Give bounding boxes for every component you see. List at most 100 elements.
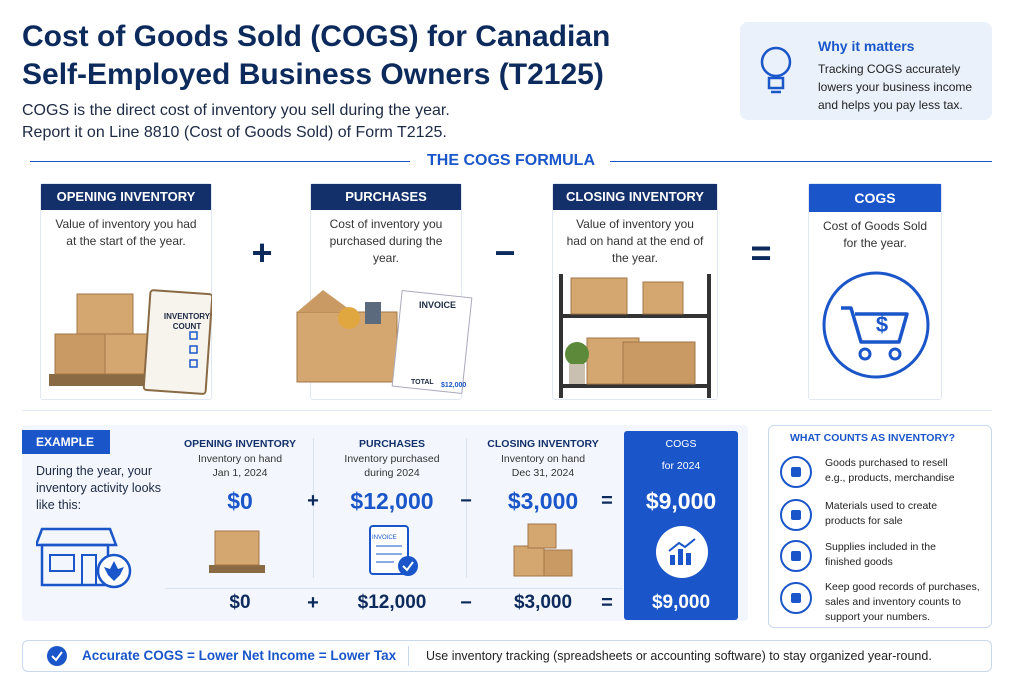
cart-icon: $ bbox=[822, 271, 930, 379]
item-text: e.g., products, merchandise bbox=[825, 472, 955, 484]
svg-text:$: $ bbox=[876, 312, 888, 337]
purchases-illustration bbox=[296, 290, 473, 394]
item-text: sales and inventory counts to bbox=[825, 596, 961, 608]
card-title: CLOSING INVENTORY bbox=[553, 184, 717, 210]
formula-card: CLOSING INVENTORY Value of inventory you… bbox=[552, 183, 718, 400]
why-box: Why it matters Tracking COGS accurately … bbox=[740, 22, 992, 120]
column-title: COGS bbox=[665, 438, 697, 450]
column-sub: Dec 31, 2024 bbox=[511, 467, 575, 479]
why-text: Tracking COGS accurately lowers your bus… bbox=[818, 62, 973, 112]
why-title: Why it matters bbox=[818, 38, 915, 54]
item-text: finished goods bbox=[825, 556, 893, 568]
inventory-title: WHAT COUNTS AS INVENTORY? bbox=[790, 432, 956, 444]
item-icon bbox=[780, 540, 812, 572]
item-text: Supplies included in the bbox=[825, 541, 936, 553]
example-intro: During the year, your inventory activity… bbox=[36, 464, 162, 512]
shelf-illustration bbox=[559, 274, 711, 398]
formula-card: OPENING INVENTORY Value of inventory you… bbox=[40, 183, 212, 400]
title-line: Cost of Goods Sold (COGS) for Canadian bbox=[22, 20, 611, 53]
separator bbox=[22, 410, 992, 411]
item-text: Materials used to create bbox=[825, 500, 938, 512]
invoice-icon bbox=[369, 525, 418, 576]
column-sub: during 2024 bbox=[364, 467, 420, 479]
cogs-card: COGS Cost of Goods Sold for the year. $ bbox=[808, 183, 942, 400]
invoice-label: INVOICE bbox=[372, 535, 397, 541]
column-amount: $9,000 bbox=[645, 488, 717, 514]
column-sub: for 2024 bbox=[661, 460, 701, 472]
card-text: Cost of inventory you purchased during t… bbox=[329, 217, 443, 265]
item-icon bbox=[780, 582, 812, 614]
total-label: TOTAL bbox=[411, 379, 434, 386]
rule bbox=[610, 161, 992, 162]
item-icon-dot bbox=[791, 551, 801, 561]
item-icon-dot bbox=[791, 510, 801, 520]
operator: = bbox=[601, 490, 613, 512]
column-title: PURCHASES bbox=[359, 438, 425, 450]
growth-icon bbox=[656, 526, 708, 578]
divider bbox=[165, 588, 623, 589]
item-text: Goods purchased to resell bbox=[825, 457, 948, 469]
divider bbox=[466, 438, 467, 578]
item-icon bbox=[780, 456, 812, 488]
operator: − bbox=[494, 232, 516, 273]
column-amount: $3,000 bbox=[507, 488, 579, 514]
operator: + bbox=[307, 592, 319, 614]
total-amount: $12,000 bbox=[357, 592, 427, 613]
operator: − bbox=[460, 592, 472, 614]
operator: + bbox=[251, 232, 273, 273]
example-label: EXAMPLE bbox=[22, 430, 110, 454]
check-icon bbox=[47, 646, 67, 666]
item-icon-dot bbox=[791, 593, 801, 603]
inventory-box bbox=[768, 425, 992, 628]
bulb-icon bbox=[760, 46, 792, 94]
operator: − bbox=[460, 490, 472, 512]
item-icon bbox=[780, 499, 812, 531]
footer-left: Accurate COGS = Lower Net Income = Lower… bbox=[82, 648, 397, 663]
operator: = bbox=[601, 592, 613, 614]
footer-right: Use inventory tracking (spreadsheets or … bbox=[426, 649, 932, 663]
item-text: support your numbers. bbox=[825, 611, 931, 623]
rule bbox=[30, 161, 410, 162]
cogs-result-box bbox=[624, 431, 738, 620]
box-icon bbox=[209, 530, 265, 573]
subtitle: COGS is the direct cost of inventory you… bbox=[22, 100, 450, 144]
title: Cost of Goods Sold (COGS) for Canadian S… bbox=[22, 18, 610, 94]
subtitle-line: Report it on Line 8810 (Cost of Goods So… bbox=[22, 124, 447, 141]
card-title: COGS bbox=[809, 184, 941, 212]
total-amount: $12,000 bbox=[441, 382, 467, 389]
card-title: OPENING INVENTORY bbox=[41, 184, 211, 210]
column-sub: Inventory on hand bbox=[500, 453, 586, 465]
card-text: Value of inventory you had at the start … bbox=[55, 217, 197, 248]
boxes-icon bbox=[513, 523, 573, 577]
formula-card: PURCHASES Cost of inventory you purchase… bbox=[296, 183, 473, 400]
card-text: Value of inventory you had on hand at th… bbox=[566, 217, 704, 265]
total-amount: $0 bbox=[229, 592, 251, 613]
item-icon-dot bbox=[791, 467, 801, 477]
operator: = bbox=[750, 232, 772, 273]
operator: + bbox=[307, 490, 319, 512]
divider bbox=[408, 646, 409, 666]
footer-box bbox=[22, 640, 992, 672]
invoice-label: INVOICE bbox=[419, 300, 457, 310]
column-amount: $12,000 bbox=[350, 488, 434, 514]
total-amount: $3,000 bbox=[513, 592, 573, 613]
formula-heading: THE COGS FORMULA bbox=[427, 152, 595, 169]
shop-icon bbox=[36, 527, 132, 589]
card-text: Cost of Goods Sold for the year. bbox=[822, 219, 928, 250]
count-label: INVENTORY COUNT bbox=[163, 312, 211, 331]
column-sub: Inventory purchased bbox=[344, 453, 440, 465]
boxes-illustration bbox=[49, 289, 212, 395]
card-title: PURCHASES bbox=[311, 184, 461, 210]
divider bbox=[313, 438, 314, 578]
column-title: CLOSING INVENTORY bbox=[487, 438, 599, 450]
subtitle-line: COGS is the direct cost of inventory you… bbox=[22, 102, 450, 119]
column-sub: Jan 1, 2024 bbox=[212, 467, 268, 479]
item-text: products for sale bbox=[825, 515, 903, 527]
column-sub: Inventory on hand bbox=[197, 453, 283, 465]
item-text: Keep good records of purchases, bbox=[825, 581, 980, 593]
column-title: OPENING INVENTORY bbox=[183, 438, 297, 450]
column-amount: $0 bbox=[227, 488, 253, 514]
title-line: Self-Employed Business Owners (T2125) bbox=[22, 58, 604, 91]
total-amount: $9,000 bbox=[651, 592, 711, 613]
